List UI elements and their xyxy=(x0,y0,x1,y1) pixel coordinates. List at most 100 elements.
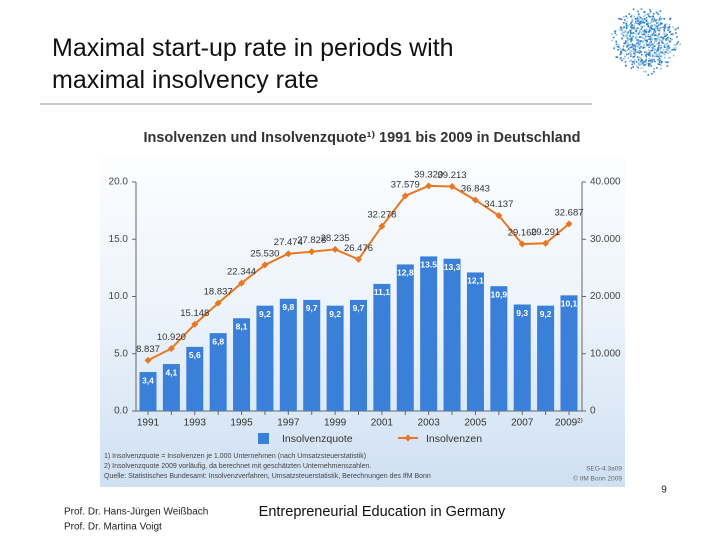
footer-author: Prof. Dr. Martina Voigt xyxy=(64,522,162,533)
logo-dot xyxy=(617,48,619,51)
logo-dot xyxy=(640,31,643,33)
logo-dot xyxy=(633,25,635,28)
logo-dot xyxy=(653,28,655,31)
x-tick-label: 2001 xyxy=(371,418,394,429)
logo-dot xyxy=(671,38,673,41)
logo-dot xyxy=(661,60,663,63)
line-marker xyxy=(518,240,526,248)
logo-dot xyxy=(649,49,652,52)
line-value-label: 10.920 xyxy=(157,332,186,343)
logo-dot xyxy=(645,61,648,64)
logo-dot xyxy=(675,47,677,49)
logo-dot xyxy=(638,41,640,44)
logo-dot xyxy=(660,44,663,47)
logo-dot xyxy=(665,43,668,46)
logo-dot xyxy=(670,33,673,36)
logo-dot xyxy=(668,40,671,42)
logo-dot xyxy=(665,51,668,54)
logo-dot xyxy=(658,42,660,45)
logo-dot xyxy=(635,19,637,21)
logo-dot xyxy=(651,73,653,75)
logo-dot xyxy=(615,40,618,43)
logo-dot xyxy=(653,51,656,54)
logo-dot xyxy=(653,30,655,33)
logo-dot xyxy=(659,52,662,54)
logo-dot xyxy=(625,27,628,30)
logo-dot xyxy=(654,55,656,57)
logo-dot xyxy=(622,33,624,36)
bar-value-label: 3,4 xyxy=(142,375,154,385)
logo-dot xyxy=(654,60,656,63)
logo-dot xyxy=(640,67,643,69)
logo-dot xyxy=(650,65,652,67)
logo-dot xyxy=(623,19,626,21)
bar-value-label: 8,1 xyxy=(236,322,248,332)
bar xyxy=(443,258,461,411)
logo-dot xyxy=(630,26,632,28)
logo-dot xyxy=(643,29,646,32)
logo-dot xyxy=(613,46,616,49)
line-value-label: 22.344 xyxy=(227,267,256,278)
logo-dot xyxy=(648,51,651,54)
bar-value-label: 13,3 xyxy=(444,262,461,272)
bar-value-label: 13.5 xyxy=(420,260,437,270)
logo-dot xyxy=(640,61,642,63)
logo-dot xyxy=(630,22,632,24)
logo-dot xyxy=(619,18,622,20)
logo-dot xyxy=(640,7,642,10)
logo-dot xyxy=(658,29,660,32)
logo-dot xyxy=(655,26,657,29)
logo-dot xyxy=(658,33,660,36)
logo-dot xyxy=(626,44,629,47)
logo-dot xyxy=(657,55,660,58)
line-marker xyxy=(355,255,362,263)
bar xyxy=(537,305,555,411)
logo-dot xyxy=(659,10,662,12)
logo-dot xyxy=(647,33,649,36)
logo-dot xyxy=(633,15,636,18)
logo-dot xyxy=(623,26,625,28)
footnote: 1) Insolvenzquote = Insolvenzen je 1.000… xyxy=(104,453,366,460)
logo-dot xyxy=(647,74,650,76)
logo-dot xyxy=(648,12,651,15)
logo-dot xyxy=(635,27,638,30)
legend-label: Insolvenzen xyxy=(426,433,482,445)
bar-value-label: 12,8 xyxy=(397,268,414,278)
logo-dot xyxy=(623,31,625,34)
bar xyxy=(373,283,391,411)
logo-dot xyxy=(637,42,639,45)
line-marker xyxy=(167,344,175,352)
logo-dot xyxy=(625,30,627,33)
logo-dot xyxy=(627,57,630,60)
line-marker xyxy=(308,248,316,256)
bar-value-label: 5,6 xyxy=(189,350,201,360)
logo-dot xyxy=(648,46,651,48)
logo-dot xyxy=(648,15,650,17)
logo-dot xyxy=(630,32,632,35)
logo-dot xyxy=(643,44,645,46)
y2-tick-label: 10.000 xyxy=(590,348,621,359)
logo-dot xyxy=(620,33,623,36)
logo-dot xyxy=(667,28,669,30)
logo-dot xyxy=(660,18,663,21)
logo-dot xyxy=(647,64,650,67)
logo-dot xyxy=(658,63,661,66)
logo-dot xyxy=(612,36,615,39)
logo-dot xyxy=(664,51,667,53)
logo-dot xyxy=(663,53,666,56)
logo-dot xyxy=(645,31,648,33)
logo-dot xyxy=(631,24,633,27)
logo-dot xyxy=(631,39,634,42)
logo-dot xyxy=(651,49,654,52)
logo-dot xyxy=(651,47,654,49)
logo-dot xyxy=(676,36,678,38)
logo-dot xyxy=(663,17,666,20)
logo-dot xyxy=(658,54,661,57)
logo-dot xyxy=(641,19,644,21)
logo-dot xyxy=(627,31,630,33)
logo-dot xyxy=(626,25,628,28)
logo-dot xyxy=(655,53,658,56)
logo-dot xyxy=(653,24,656,26)
